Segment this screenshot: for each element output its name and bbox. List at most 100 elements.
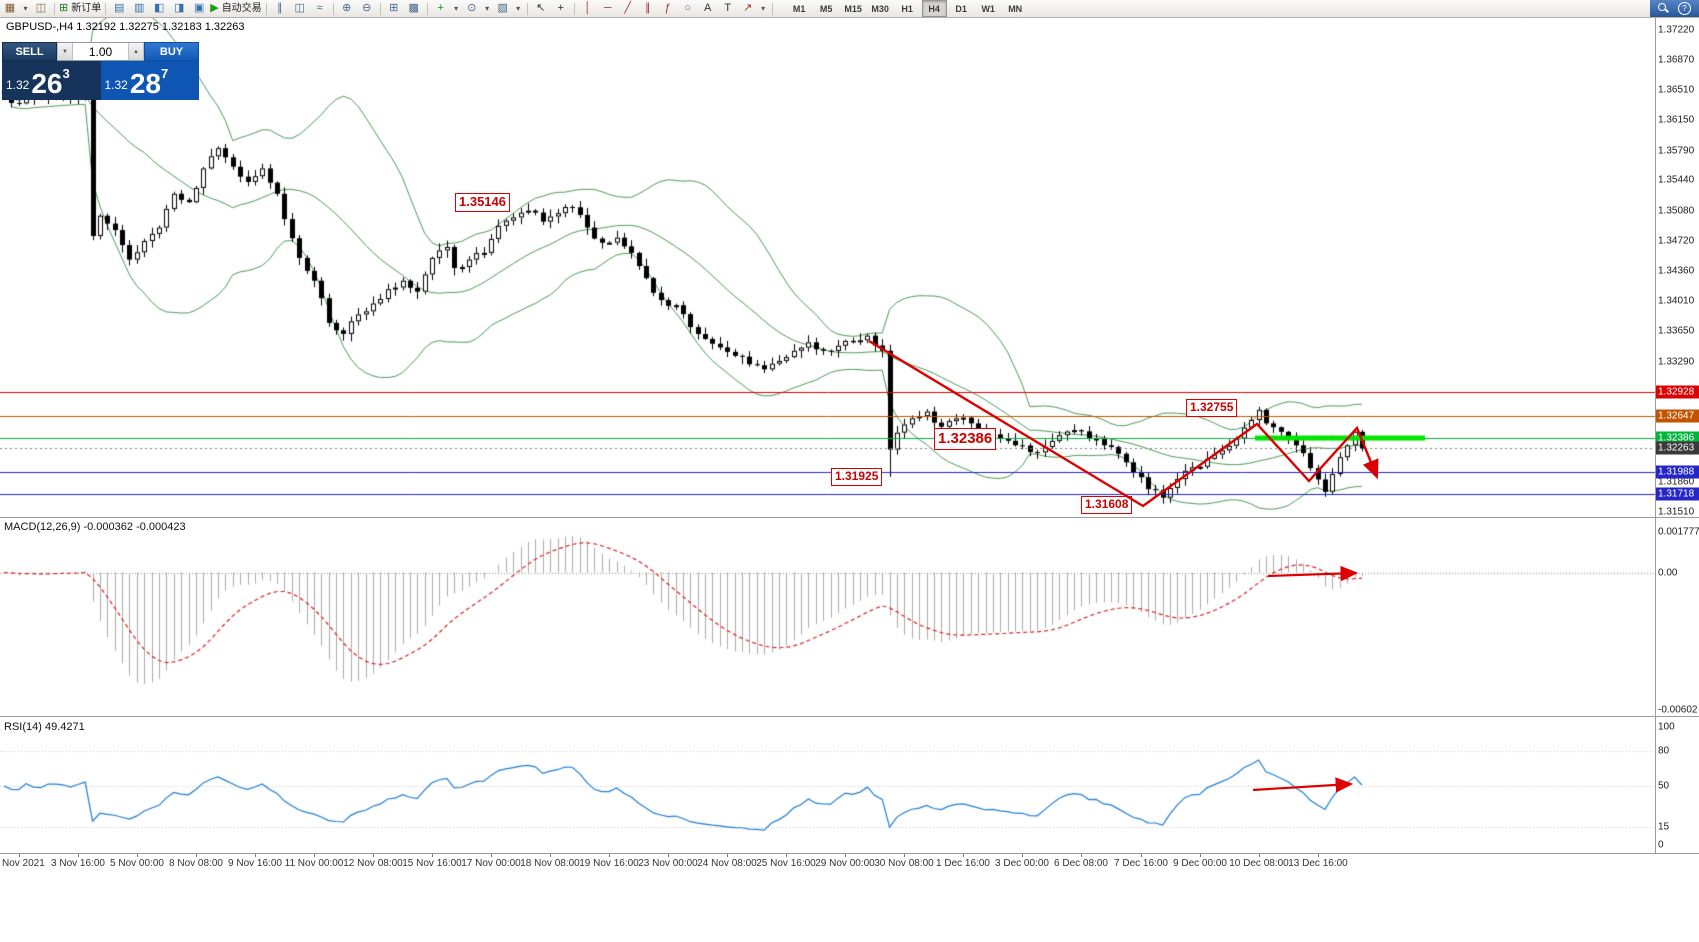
timeframe-m1[interactable]: M1 bbox=[792, 3, 806, 14]
rsi-panel-canvas[interactable] bbox=[0, 717, 1655, 853]
volume-increase-button[interactable]: ▲ bbox=[128, 43, 144, 60]
new-order-button[interactable]: ⊞ 新订单 bbox=[59, 2, 102, 14]
trendline-icon[interactable]: ╱ bbox=[624, 2, 631, 14]
tile-windows-icon[interactable]: ⊞ bbox=[389, 2, 399, 14]
rsi-panel-separator[interactable] bbox=[0, 716, 1699, 717]
toolbar-separator bbox=[771, 2, 773, 15]
buy-button[interactable]: BUY bbox=[144, 42, 199, 61]
time-tick bbox=[1022, 854, 1023, 857]
price-annotation[interactable]: 1.35146 bbox=[455, 193, 510, 212]
price-annotation[interactable]: 1.31925 bbox=[831, 468, 883, 486]
arrow-tools-dropdown-icon[interactable]: ▾ bbox=[761, 3, 766, 13]
data-window-icon[interactable]: ▥ bbox=[134, 2, 145, 14]
timeframe-m30[interactable]: M30 bbox=[871, 3, 889, 14]
time-tick bbox=[1081, 854, 1082, 857]
crosshair-icon[interactable]: + bbox=[557, 2, 564, 14]
price-axis-label: 1.31860 bbox=[1658, 476, 1695, 488]
timeframe-h4[interactable]: H4 bbox=[921, 0, 947, 17]
price-annotation[interactable]: 1.32755 bbox=[1186, 399, 1238, 417]
shapes-icon[interactable]: ○ bbox=[684, 2, 692, 14]
time-axis-label: 9 Nov 16:00 bbox=[228, 858, 282, 869]
time-axis-label: 9 Dec 00:00 bbox=[1173, 858, 1227, 869]
timeframe-d1[interactable]: D1 bbox=[955, 3, 967, 14]
price-axis-label: 1.34010 bbox=[1658, 295, 1695, 307]
sell-button[interactable]: SELL bbox=[2, 42, 57, 61]
timeframe-mn[interactable]: MN bbox=[1008, 3, 1023, 14]
one-click-trading-panel: SELL ▼ 1.00 ▲ BUY 1.32 26 3 1.32 28 7 bbox=[2, 42, 199, 100]
toolbar-separator bbox=[426, 2, 428, 15]
time-tick bbox=[1200, 854, 1201, 857]
bar-chart-icon[interactable]: ∥ bbox=[276, 2, 283, 14]
volume-decrease-button[interactable]: ▼ bbox=[57, 43, 73, 60]
time-axis-label: 7 Dec 16:00 bbox=[1114, 858, 1168, 869]
channel-icon[interactable]: ∥ bbox=[644, 2, 651, 14]
time-tick bbox=[137, 854, 138, 857]
vertical-line-icon[interactable]: │ bbox=[584, 2, 592, 14]
price-axis-label: 1.34360 bbox=[1658, 265, 1695, 277]
price-tag: 1.32647 bbox=[1656, 409, 1699, 423]
price-annotation[interactable]: 1.32386 bbox=[934, 428, 997, 450]
search-icon[interactable] bbox=[1658, 3, 1669, 14]
volume-input[interactable]: 1.00 bbox=[88, 44, 113, 59]
new-chart-dropdown-icon[interactable]: ▾ bbox=[23, 3, 28, 13]
text-icon[interactable]: A bbox=[704, 2, 712, 14]
time-axis-label: 23 Nov 00:00 bbox=[638, 858, 698, 869]
time-axis-label: 30 Nov 08:00 bbox=[874, 858, 934, 869]
macd-panel-separator[interactable] bbox=[0, 517, 1699, 518]
price-annotation[interactable]: 1.31608 bbox=[1081, 496, 1133, 514]
ask-price-big: 28 bbox=[129, 68, 162, 99]
zoom-out-icon[interactable]: ⊖ bbox=[362, 2, 372, 14]
autotrade-button[interactable]: ▶ 自动交易 bbox=[210, 2, 262, 14]
time-tick bbox=[19, 854, 20, 857]
periods-icon[interactable]: ⊙ bbox=[467, 2, 477, 14]
zoom-in-icon[interactable]: ⊕ bbox=[342, 2, 352, 14]
templates-dropdown-icon[interactable]: ▾ bbox=[516, 3, 521, 13]
toolbar-separator bbox=[54, 2, 55, 15]
cascade-windows-icon[interactable]: ▩ bbox=[408, 2, 419, 14]
fibonacci-icon[interactable]: ƒ bbox=[664, 2, 671, 14]
timeframe-toolbar: M1 M5 M15 M30 H1 H4 D1 W1 MN bbox=[786, 0, 1029, 17]
price-axis-label: 1.34720 bbox=[1658, 235, 1695, 247]
periods-dropdown-icon[interactable]: ▾ bbox=[485, 3, 490, 13]
horizontal-line-icon[interactable]: ─ bbox=[603, 2, 612, 14]
time-tick bbox=[491, 854, 492, 857]
indicators-dropdown-icon[interactable]: ▾ bbox=[454, 3, 459, 13]
new-chart-icon[interactable]: ▦ bbox=[4, 2, 16, 14]
profiles-icon[interactable]: ◫ bbox=[35, 2, 47, 14]
time-axis-label: 24 Nov 08:00 bbox=[697, 858, 757, 869]
bid-price-display[interactable]: 1.32 26 3 bbox=[2, 61, 101, 100]
time-axis-label: 25 Nov 16:00 bbox=[756, 858, 816, 869]
price-tag: 1.31718 bbox=[1656, 487, 1699, 501]
price-axis-label: 1.35440 bbox=[1658, 174, 1695, 186]
price-chart-canvas[interactable] bbox=[0, 17, 1655, 518]
time-tick bbox=[255, 854, 256, 857]
indicators-add-icon[interactable]: + bbox=[437, 2, 444, 14]
navigator-icon[interactable]: ◧ bbox=[154, 2, 165, 14]
time-axis-label: 12 Nov 08:00 bbox=[343, 858, 403, 869]
timeframe-w1[interactable]: W1 bbox=[981, 3, 995, 14]
candlestick-chart-icon[interactable]: ◫ bbox=[294, 2, 305, 14]
terminal-icon[interactable]: ◨ bbox=[174, 2, 185, 14]
time-tick bbox=[1318, 854, 1319, 857]
bid-price-big: 26 bbox=[31, 68, 63, 99]
time-tick bbox=[196, 854, 197, 857]
time-tick bbox=[786, 854, 787, 857]
price-axis-label: 1.33290 bbox=[1658, 356, 1695, 368]
toolbar-separator bbox=[265, 2, 267, 15]
timeframe-m15[interactable]: M15 bbox=[844, 3, 862, 14]
label-icon[interactable]: T bbox=[724, 2, 732, 14]
ask-price-display[interactable]: 1.32 28 7 bbox=[100, 61, 199, 100]
market-watch-icon[interactable]: ▤ bbox=[114, 2, 125, 14]
time-axis-label: 29 Nov 00:00 bbox=[815, 858, 875, 869]
toolbar-right: ? bbox=[1650, 0, 1699, 17]
timeframe-h1[interactable]: H1 bbox=[901, 3, 913, 14]
templates-icon[interactable]: ▧ bbox=[497, 2, 508, 14]
strategy-tester-icon[interactable]: ▣ bbox=[194, 2, 205, 14]
macd-panel-canvas[interactable] bbox=[0, 518, 1655, 716]
line-chart-icon[interactable]: ≈ bbox=[316, 2, 323, 14]
arrow-tools-icon[interactable]: ↗ bbox=[743, 2, 753, 14]
help-icon[interactable]: ? bbox=[1678, 2, 1691, 15]
cursor-icon[interactable]: ↖ bbox=[536, 2, 546, 14]
timeframe-m5[interactable]: M5 bbox=[819, 3, 833, 14]
